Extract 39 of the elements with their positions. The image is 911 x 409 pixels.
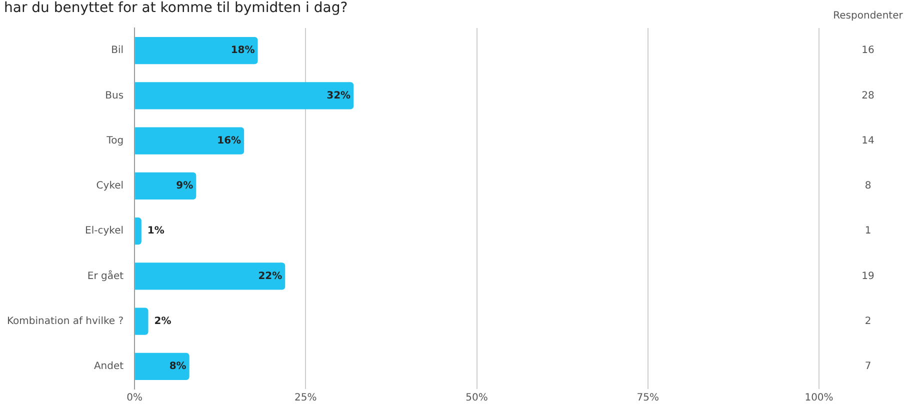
x-tick-label: 100% xyxy=(804,392,834,404)
x-tick-label: 25% xyxy=(294,392,317,404)
x-tick-label: 75% xyxy=(636,392,660,404)
text: 14 xyxy=(862,135,874,146)
bar xyxy=(135,37,258,64)
chart-title: har du benyttet for at komme til bymidten i dag? xyxy=(4,0,348,16)
data-label: 18% xyxy=(230,45,255,56)
y-tick-label: Tog xyxy=(106,135,124,146)
bar xyxy=(135,127,244,154)
bar xyxy=(135,218,142,245)
data-label: 9% xyxy=(176,180,194,192)
data-label: 22% xyxy=(258,270,282,282)
y-tick-label: Bil xyxy=(111,45,124,56)
data-label: 16% xyxy=(217,135,242,146)
bar xyxy=(135,82,354,110)
text: Respondenter xyxy=(833,10,904,22)
text: 19 xyxy=(862,270,874,282)
y-tick-label: Cykel xyxy=(96,180,124,192)
y-tick-label: Er gået xyxy=(87,270,124,282)
data-label: 1% xyxy=(147,226,164,237)
text: 16 xyxy=(862,45,874,56)
text: 2 xyxy=(864,316,872,327)
y-tick-label: Kombination af hvilke ? xyxy=(6,316,124,327)
bar xyxy=(135,352,190,380)
y-tick-label: El-cykel xyxy=(85,226,124,237)
bar xyxy=(135,172,196,200)
data-label: 32% xyxy=(326,90,351,102)
y-tick-label: Andet xyxy=(94,361,124,372)
x-tick-label: 0% xyxy=(126,392,142,404)
x-tick-label: 50% xyxy=(466,392,488,404)
text: 7 xyxy=(864,361,872,372)
text: 8 xyxy=(864,180,872,192)
y-tick-label: Bus xyxy=(105,90,124,102)
data-label: 8% xyxy=(169,361,186,372)
bar xyxy=(135,262,286,290)
text: 28 xyxy=(862,90,874,102)
text: 1 xyxy=(864,226,872,237)
bar xyxy=(135,308,148,335)
data-label: 2% xyxy=(154,316,172,327)
